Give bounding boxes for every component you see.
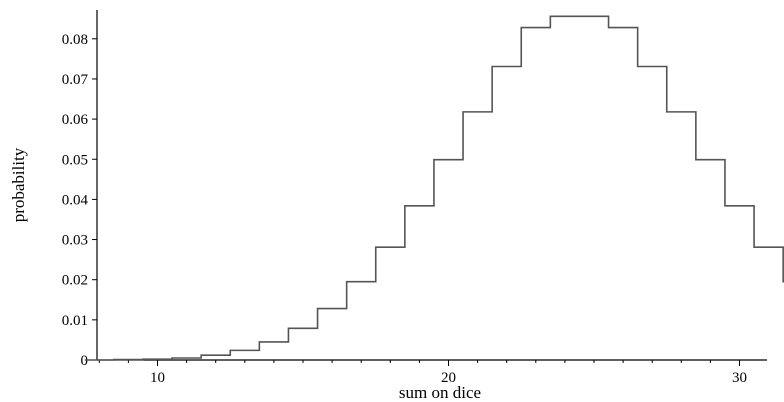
y-tick-label: 0.08 [62, 32, 88, 48]
y-tick-label: 0.04 [62, 192, 89, 208]
probability-step-line [84, 15, 784, 361]
y-tick-label: 0.02 [62, 273, 88, 289]
y-tick-label: 0.06 [62, 112, 89, 128]
x-tick-label: 20 [441, 370, 456, 386]
x-axis-title: sum on dice [399, 383, 481, 402]
y-ticks: 0 0.01 0.02 0.03 0.04 0.05 0.06 0.07 0.08 [62, 32, 97, 369]
y-tick-label: 0.05 [62, 152, 88, 168]
y-tick-label: 0.01 [62, 313, 88, 329]
x-tick-label: 10 [150, 370, 165, 386]
y-axis: 0 0.01 0.02 0.03 0.04 0.05 0.06 0.07 0.08 probab… [9, 10, 98, 369]
y-axis-title: probability [9, 147, 28, 222]
x-axis: 10203040 sum on dice [97, 359, 767, 402]
plot-area [84, 15, 784, 361]
x-ticks: 10203040 [98, 360, 747, 386]
y-tick-label: 0.07 [62, 72, 89, 88]
y-tick-label: 0.03 [62, 233, 88, 249]
x-tick-label: 30 [732, 370, 747, 386]
y-tick-label: 0 [81, 353, 89, 369]
